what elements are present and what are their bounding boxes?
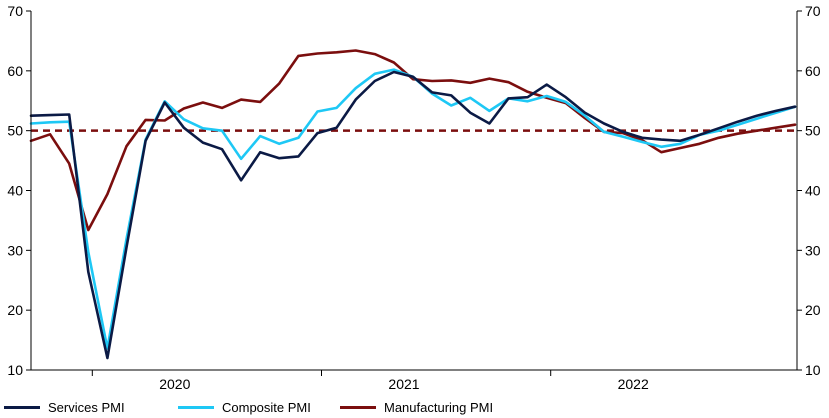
y-left-tick-label: 10 — [7, 362, 23, 378]
y-axis-left: 10 20 30 40 50 60 70 — [7, 3, 31, 378]
x-tick-label: 2022 — [618, 376, 649, 392]
legend-label-manufacturing: Manufacturing PMI — [384, 399, 494, 415]
y-right-tick-label: 10 — [805, 362, 821, 378]
legend-item-composite: Composite PMI — [178, 397, 311, 417]
x-tick-label: 2020 — [159, 376, 190, 392]
legend-item-services: Services PMI — [4, 397, 125, 417]
legend-item-manufacturing: Manufacturing PMI — [340, 397, 493, 417]
y-right-tick-label: 20 — [805, 302, 821, 318]
y-left-tick-label: 50 — [7, 123, 23, 139]
series-line-services-pmi — [29, 70, 797, 360]
legend-swatch-services — [4, 405, 40, 409]
y-left-tick-label: 40 — [7, 183, 23, 199]
series-line-manufacturing-pmi — [29, 49, 797, 232]
x-axis: 2020 2021 2022 — [31, 369, 797, 392]
x-tick-label: 2021 — [388, 376, 419, 392]
legend: Services PMI Composite PMI Manufacturing… — [0, 397, 829, 417]
legend-swatch-composite — [178, 405, 214, 409]
y-right-tick-label: 30 — [805, 242, 821, 258]
series-group — [29, 49, 797, 360]
y-right-tick-label: 60 — [805, 63, 821, 79]
series-line-composite-pmi — [29, 68, 797, 350]
y-left-tick-label: 20 — [7, 302, 23, 318]
y-left-tick-label: 30 — [7, 242, 23, 258]
legend-swatch-manufacturing — [340, 405, 376, 409]
legend-label-composite: Composite PMI — [222, 399, 311, 415]
y-right-tick-label: 40 — [805, 183, 821, 199]
y-left-tick-label: 70 — [7, 3, 23, 19]
y-right-tick-label: 70 — [805, 3, 821, 19]
y-left-tick-label: 60 — [7, 63, 23, 79]
legend-label-services: Services PMI — [48, 399, 125, 415]
y-axis-right: 10 20 30 40 50 60 70 — [797, 3, 821, 378]
plot-frame — [30, 11, 798, 370]
y-right-tick-label: 50 — [805, 123, 821, 139]
